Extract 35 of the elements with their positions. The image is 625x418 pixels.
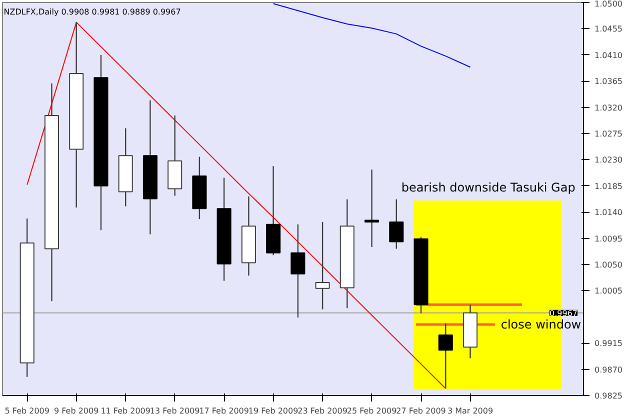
candlestick [315, 221, 330, 310]
x-tick-label: 5 Feb 2009 [4, 406, 50, 416]
ref-line-label: 0.9967 [550, 308, 578, 318]
y-tick-label: 1.0185 [594, 182, 622, 191]
y-tick-label: 1.0410 [594, 50, 622, 60]
x-tick-label: 19 Feb 2009 [248, 406, 298, 416]
y-tick-label: 1.0500 [594, 0, 622, 8]
y-tick-label: 1.0050 [594, 260, 622, 270]
candlestick [389, 198, 404, 250]
y-tick-label: 1.0455 [594, 24, 622, 34]
y-tick-label: 1.0230 [594, 156, 622, 165]
y-tick-label: 0.9870 [594, 365, 622, 374]
x-tick-label: 27 Feb 2009 [396, 406, 446, 416]
x-tick-label: 17 Feb 2009 [199, 406, 249, 416]
y-tick-label: 1.0095 [594, 234, 622, 244]
y-tick-label: 0.9915 [594, 339, 622, 348]
text: NZDLFX,Daily 0.9908 0.9981 0.9889 0.9967 [4, 8, 181, 16]
line-series [272, 3, 471, 68]
band-label: bearish downside Tasuki Gap [401, 180, 576, 194]
x-tick-label: 3 Mar 2009 [447, 406, 494, 416]
x-tick-label: 9 Feb 2009 [54, 406, 99, 416]
y-tick-label: 1.0140 [594, 208, 622, 218]
candlestick [290, 224, 306, 318]
y-tick-label: 1.0275 [594, 130, 622, 138]
candlestick [438, 322, 453, 390]
x-tick-label: 25 Feb 2009 [346, 406, 397, 416]
x-tick-label: 11 Feb 2009 [100, 406, 150, 416]
y-tick-label: 1.0005 [594, 286, 622, 296]
y-tick-label: 1.0365 [594, 77, 622, 86]
line-series [26, 22, 446, 390]
candlestick [364, 169, 380, 248]
x-tick-label: 23 Feb 2009 [298, 406, 348, 416]
y-tick-label: 1.0320 [594, 103, 622, 112]
y-tick-label: 0.9825 [594, 392, 622, 400]
x-tick-label: 13 Feb 2009 [150, 406, 200, 416]
